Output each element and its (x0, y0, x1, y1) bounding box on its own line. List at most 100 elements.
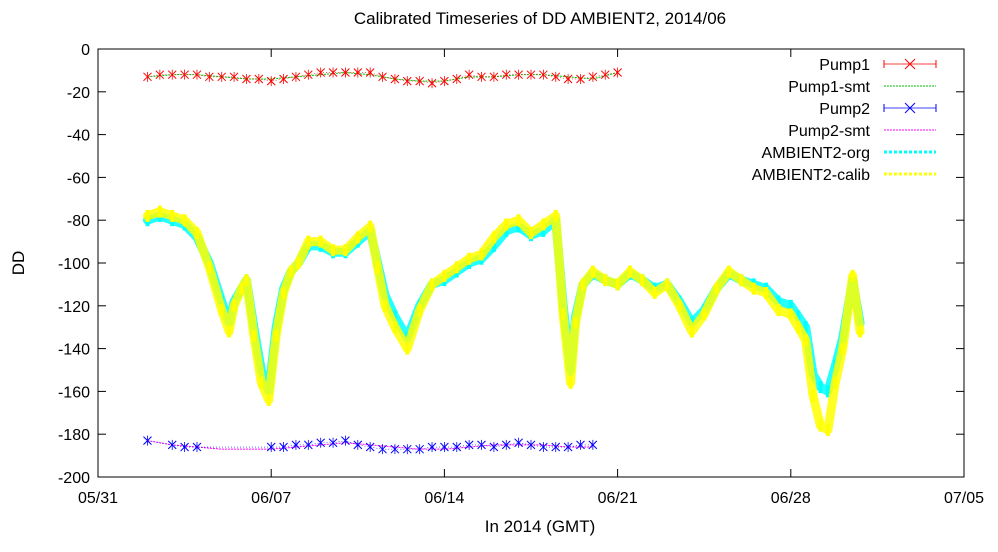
data-point (739, 274, 744, 287)
data-point (417, 304, 422, 317)
data-layer (142, 67, 865, 455)
data-point (588, 439, 598, 450)
legend-label: Pump1-smt (788, 79, 870, 96)
data-point (281, 286, 286, 299)
y-tick-label: -40 (67, 128, 90, 145)
data-point (291, 439, 301, 450)
data-point (563, 73, 573, 84)
x-tick-label: 07/05 (944, 490, 984, 507)
data-point (227, 325, 232, 338)
data-point (788, 299, 793, 312)
data-point (702, 308, 707, 321)
data-point (182, 214, 187, 227)
data-point (477, 71, 486, 82)
legend-entry: Pump2-smt (788, 123, 936, 140)
data-point (491, 231, 496, 244)
data-point (341, 435, 350, 446)
data-point (501, 439, 511, 450)
x-tick-label: 06/21 (598, 490, 638, 507)
data-point (818, 419, 823, 432)
data-point (551, 71, 561, 82)
legend-entry: Pump2 (819, 101, 937, 118)
data-point (803, 321, 808, 334)
y-tick-label: -200 (58, 470, 90, 487)
data-point (833, 376, 838, 389)
data-point (170, 209, 175, 222)
data-point (244, 274, 249, 287)
data-point (541, 218, 546, 231)
data-point (561, 308, 566, 321)
data-point (207, 261, 212, 274)
data-point (328, 67, 338, 78)
data-point (341, 67, 350, 78)
data-point (266, 393, 271, 406)
data-point (180, 69, 189, 80)
data-point (613, 67, 622, 78)
data-point (157, 205, 162, 218)
y-tick-label: -100 (58, 256, 90, 273)
data-point (776, 304, 781, 317)
legend-label: Pump1 (819, 57, 870, 74)
data-point (194, 227, 199, 240)
data-point (652, 286, 657, 299)
y-tick-label: -180 (58, 427, 90, 444)
data-point (526, 439, 536, 450)
y-tick-label: -120 (58, 299, 90, 316)
data-point (516, 214, 521, 227)
data-point (296, 257, 301, 269)
data-point (318, 235, 323, 248)
data-point (501, 69, 511, 80)
data-point (251, 329, 256, 342)
data-point (563, 442, 573, 453)
data-point (665, 278, 670, 291)
data-point (590, 265, 595, 278)
data-point (640, 274, 645, 287)
legend-label: Pump2 (819, 101, 870, 118)
data-point (368, 220, 373, 233)
series-line (147, 440, 593, 450)
data-point (825, 385, 830, 398)
chart-title: Calibrated Timeseries of DD AMBIENT2, 20… (354, 9, 726, 28)
data-point (529, 227, 533, 240)
data-point (343, 244, 348, 257)
data-point (489, 442, 499, 453)
data-point (568, 376, 573, 389)
series-ambient2-calib (142, 205, 865, 436)
data-point (375, 261, 380, 274)
data-point (818, 381, 823, 394)
legend: Pump1 Pump1-smt Pump2 Pump2-smt AMBIENT2-org… (752, 57, 937, 184)
data-point (627, 265, 632, 278)
data-point (764, 286, 769, 299)
series-line (147, 72, 618, 84)
x-tick-label: 06/28 (771, 490, 811, 507)
x-axis-label: In 2014 (GMT) (485, 517, 596, 536)
legend-label: AMBIENT2-calib (752, 167, 870, 184)
data-point (239, 282, 244, 295)
data-point (402, 76, 412, 87)
data-point (365, 67, 375, 78)
axes: 0 -20 -40 -60 -80 -100 -120 -140 -160 -180 -200 05/… (58, 42, 984, 507)
data-point (479, 248, 484, 261)
data-point (291, 71, 301, 82)
series-line (142, 207, 865, 435)
x-tick-label: 06/14 (424, 490, 464, 507)
data-point (514, 437, 523, 448)
data-point (415, 444, 425, 455)
data-point (167, 439, 177, 450)
data-point (677, 299, 682, 312)
legend-entry: Pump1 (819, 57, 937, 74)
data-point (331, 244, 336, 257)
data-point (603, 274, 608, 287)
y-tick-label: -60 (67, 170, 90, 187)
data-point (467, 252, 472, 265)
data-point (726, 265, 731, 278)
data-point (580, 278, 585, 291)
data-point (440, 76, 449, 87)
data-point (440, 442, 449, 453)
legend-entry: AMBIENT2-org (762, 145, 936, 162)
data-point (576, 73, 585, 84)
data-point (573, 316, 578, 329)
data-point (504, 218, 509, 231)
data-point (553, 209, 558, 222)
data-point (811, 389, 816, 402)
